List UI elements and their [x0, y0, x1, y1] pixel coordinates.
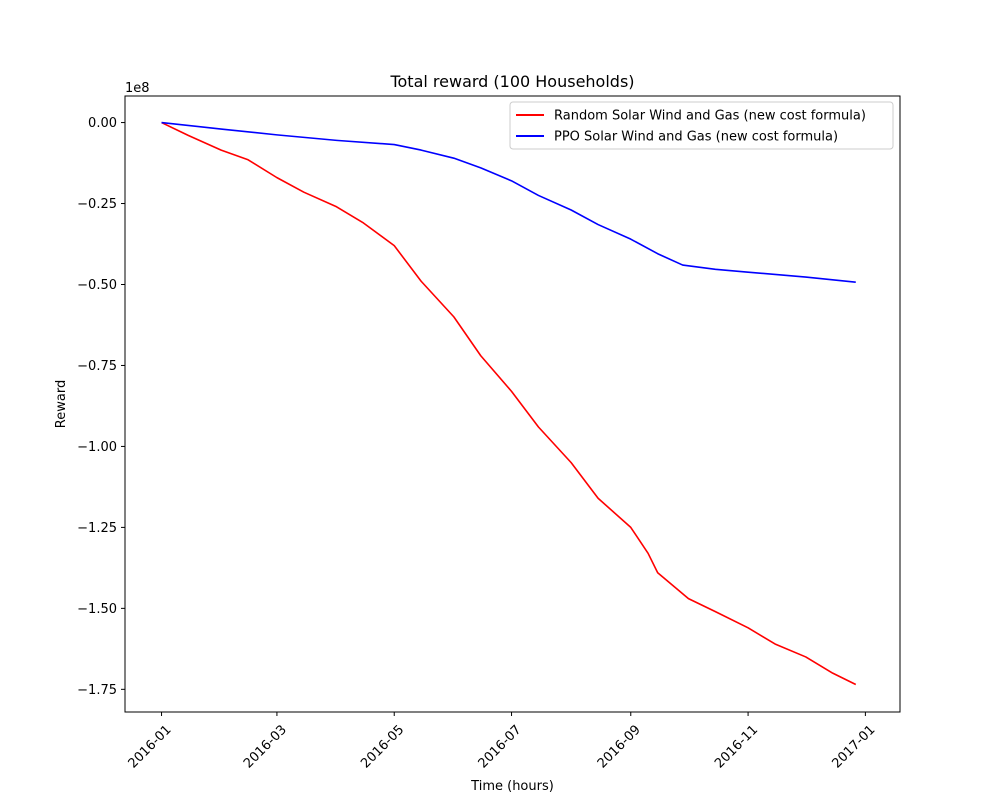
y-offset-label: 1e8 [125, 81, 150, 96]
y-tick-label: −0.25 [77, 197, 117, 212]
x-tick-label: 2016-07 [476, 722, 525, 771]
x-tick-label: 2016-03 [241, 722, 290, 771]
y-tick-label: −1.00 [77, 440, 117, 455]
y-axis: 0.00 −0.25 −0.50 −0.75 −1.00 −1.25 −1.50 −1.75 [77, 116, 125, 698]
x-tick-label: 2017-01 [829, 722, 878, 771]
y-tick-label: −1.25 [77, 521, 117, 536]
legend: Random Solar Wind and Gas (new cost form… [509, 101, 894, 150]
y-tick-label: −0.50 [77, 278, 117, 293]
y-tick-label: −1.50 [77, 602, 117, 617]
x-tick-label: 2016-01 [126, 722, 175, 771]
y-tick-label: −1.75 [77, 683, 117, 698]
legend-box [509, 101, 894, 150]
x-tick-label: 2016-11 [712, 722, 761, 771]
y-axis-title: Reward [54, 380, 69, 428]
x-tick-label: 2016-09 [595, 722, 644, 771]
plot-frame [124, 95, 901, 713]
legend-label: PPO Solar Wind and Gas (new cost formula… [554, 130, 838, 145]
plot-area [124, 95, 901, 713]
y-tick-label: −0.75 [77, 359, 117, 374]
chart-title: Total reward (100 Households) [389, 72, 634, 91]
y-tick-label: 0.00 [88, 116, 117, 131]
series-line-1 [161, 121, 857, 686]
series-line-2 [161, 121, 856, 284]
x-tick-label: 2016-05 [358, 722, 407, 771]
x-axis: 2016-01 2016-03 2016-05 2016-07 2016-09 2016-… [126, 712, 878, 771]
legend-label: Random Solar Wind and Gas (new cost form… [554, 109, 866, 124]
x-axis-title: Time (hours) [470, 779, 554, 794]
